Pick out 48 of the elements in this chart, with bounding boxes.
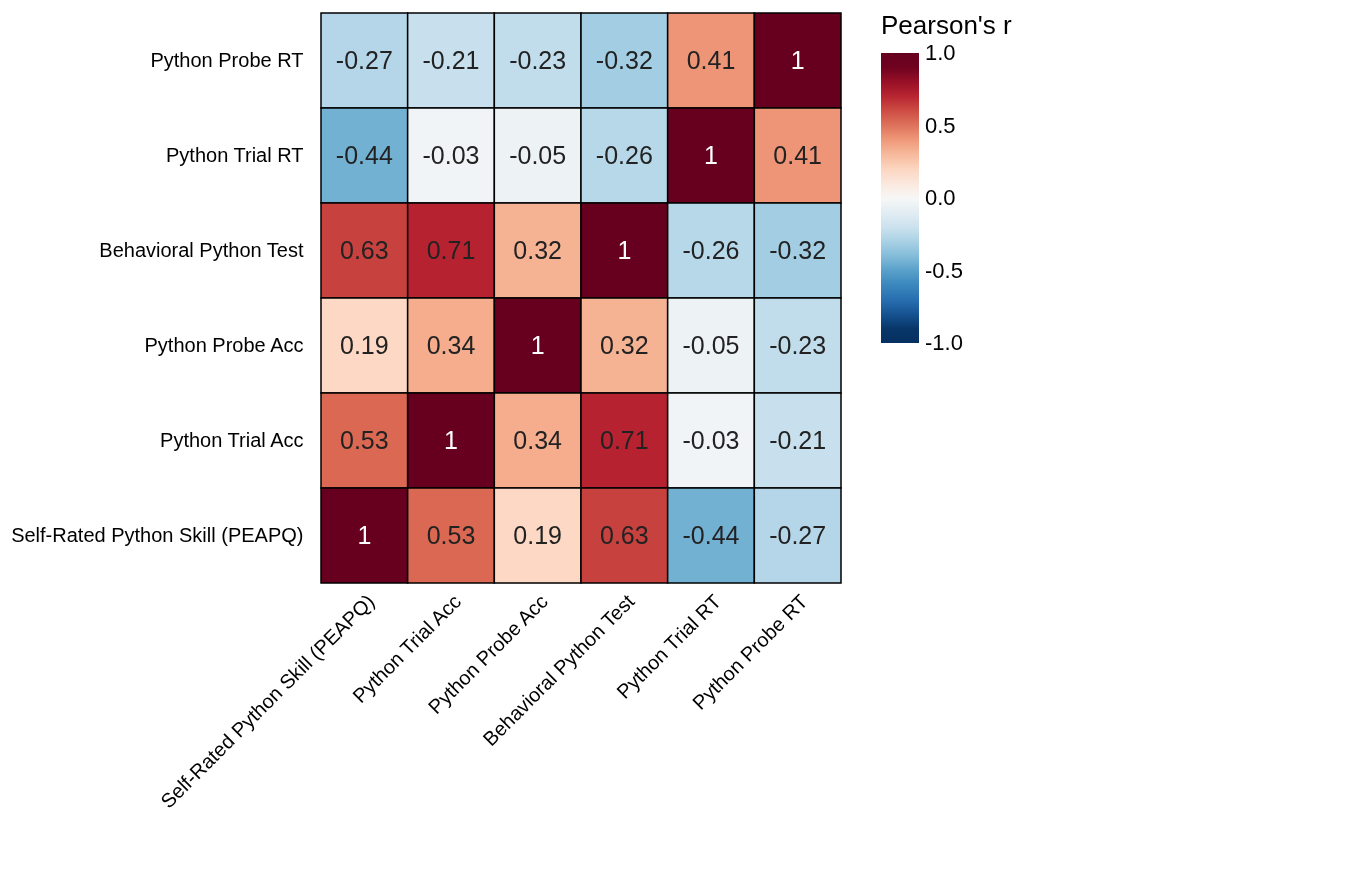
color-bar-label: 1.0 bbox=[925, 40, 956, 65]
y-tick-label: Python Probe Acc bbox=[144, 333, 304, 356]
y-tick-label: Self-Rated Python Skill (PEAPQ) bbox=[11, 523, 304, 546]
data-label: 1 bbox=[357, 520, 372, 549]
data-label: 0.53 bbox=[340, 425, 389, 454]
y-tick-label: Behavioral Python Test bbox=[99, 238, 304, 261]
data-label: 0.19 bbox=[340, 330, 389, 359]
data-label: -0.32 bbox=[769, 235, 827, 264]
y-tick-label: Python Trial Acc bbox=[160, 428, 304, 451]
data-label: 1 bbox=[444, 425, 458, 454]
data-label: -0.21 bbox=[422, 45, 480, 74]
color-bar-label: -0.5 bbox=[925, 257, 963, 283]
data-label: 0.71 bbox=[426, 235, 476, 264]
data-label: -0.23 bbox=[509, 45, 567, 74]
data-label: 0.19 bbox=[513, 520, 562, 549]
data-label: -0.27 bbox=[769, 520, 827, 549]
data-label: -0.05 bbox=[509, 140, 567, 169]
data-label: -0.26 bbox=[595, 140, 653, 169]
data-label: 0.53 bbox=[426, 520, 476, 549]
data-label: 0.34 bbox=[513, 425, 563, 454]
data-label: 0.63 bbox=[600, 520, 649, 549]
data-label: -0.23 bbox=[769, 330, 827, 359]
data-label: 0.63 bbox=[340, 235, 389, 264]
data-label: 1 bbox=[530, 330, 545, 359]
data-label: 0.32 bbox=[513, 235, 562, 264]
data-label: -0.26 bbox=[682, 235, 740, 264]
y-tick-label: Python Probe RT bbox=[150, 48, 304, 71]
data-label: 0.32 bbox=[600, 330, 649, 359]
data-label: 0.34 bbox=[426, 330, 476, 359]
data-label: -0.27 bbox=[335, 45, 393, 74]
data-label: -0.05 bbox=[682, 330, 740, 359]
color-bar-label: 0.0 bbox=[925, 185, 956, 210]
data-label: -0.44 bbox=[335, 140, 393, 169]
data-label: 0.71 bbox=[600, 425, 649, 454]
data-label: 1 bbox=[617, 235, 632, 264]
y-tick-label: Python Trial RT bbox=[166, 143, 304, 166]
legend-title: Pearson's r bbox=[881, 10, 1013, 40]
data-label: -0.21 bbox=[769, 425, 827, 454]
data-label: 1 bbox=[790, 45, 805, 74]
data-label: 1 bbox=[704, 140, 718, 169]
data-label: -0.44 bbox=[682, 520, 740, 549]
data-label: -0.03 bbox=[422, 140, 480, 169]
color-bar-label: -1.0 bbox=[925, 330, 963, 355]
data-label: -0.03 bbox=[682, 425, 740, 454]
data-label: 0.41 bbox=[686, 45, 736, 74]
color-bar-label: 0.5 bbox=[925, 112, 956, 138]
data-label: -0.32 bbox=[595, 45, 653, 74]
data-label: 0.41 bbox=[773, 140, 822, 169]
